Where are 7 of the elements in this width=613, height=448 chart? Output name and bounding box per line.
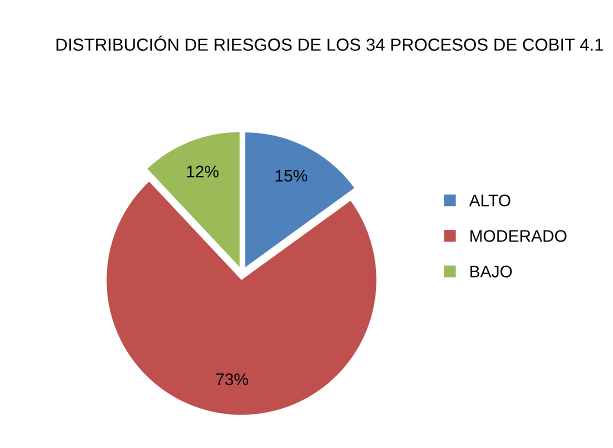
data-label: 73% — [216, 373, 248, 386]
legend-label: MODERADO — [470, 230, 566, 242]
data-label: 12% — [187, 166, 219, 178]
legend-label: BAJO — [470, 266, 512, 278]
legend-label: ALTO — [469, 194, 510, 206]
chart-title: DISTRIBUCIÓN DE RIESGOS DE LOS 34 PROCESOS DE COBIT 4.1 — [56, 36, 603, 51]
data-label: 15% — [276, 170, 308, 182]
